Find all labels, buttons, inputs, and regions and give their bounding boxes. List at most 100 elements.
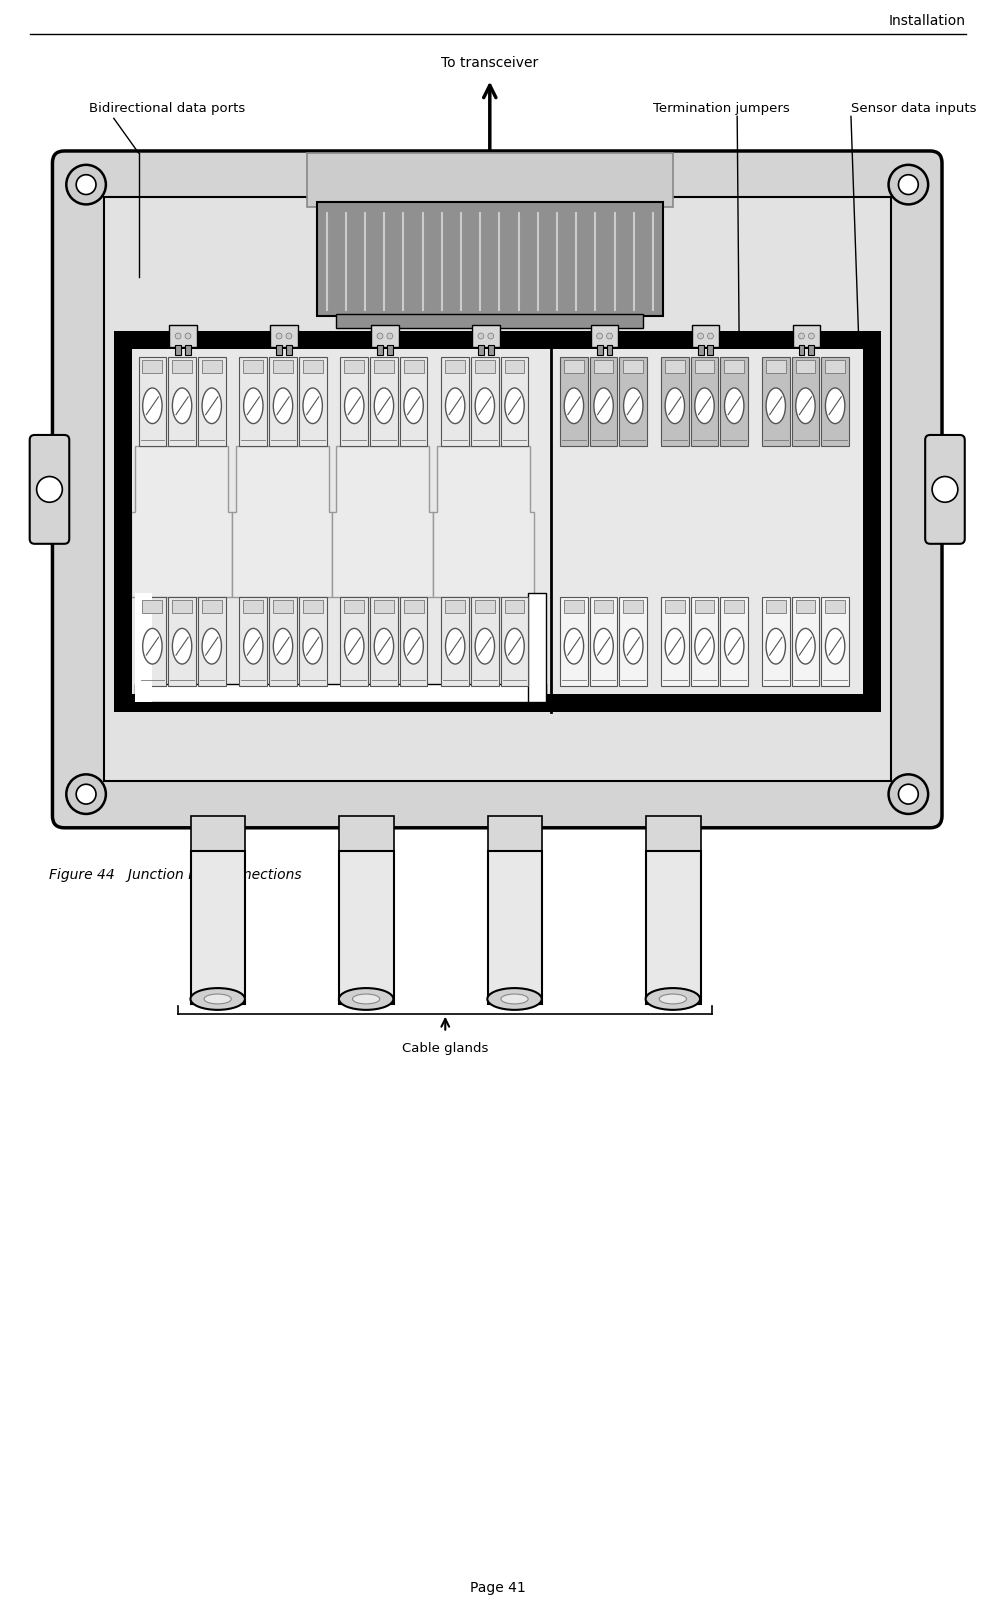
Circle shape [809,333,814,339]
Bar [624,600,643,612]
Text: GND: GND [665,690,684,698]
Bar [694,600,714,612]
Polygon shape [131,446,231,598]
Text: PILOT_IN: PILOT_IN [263,461,304,470]
FancyBboxPatch shape [30,435,69,545]
Ellipse shape [695,388,714,423]
Ellipse shape [446,629,465,664]
Ellipse shape [190,987,244,1010]
Text: COM: COM [825,690,845,698]
Ellipse shape [303,629,322,664]
Ellipse shape [475,388,495,423]
Circle shape [607,333,613,339]
Bar [172,600,192,612]
Circle shape [185,333,191,339]
Text: A: A [773,449,779,459]
Text: GND: GND [624,449,643,459]
Bar [762,598,790,687]
Bar [560,357,588,446]
Text: B: B [482,690,488,698]
Text: EXT_DISP_OUT: EXT_DISP_OUT [148,701,216,711]
Bar [646,816,700,850]
Circle shape [76,175,96,194]
Text: B: B [803,449,809,459]
Bar [135,593,152,701]
Text: NC: NC [598,690,610,698]
Ellipse shape [826,388,845,423]
Bar [472,325,500,347]
Text: A: A [250,449,257,459]
Text: BS: BS [800,690,811,698]
Bar [374,600,393,612]
Circle shape [66,774,106,814]
Bar [336,314,643,328]
Ellipse shape [404,629,424,664]
FancyBboxPatch shape [926,435,965,545]
Bar [270,598,297,687]
Text: DGPS_OUT: DGPS_OUT [359,701,408,711]
Bar [143,600,162,612]
Bar [724,600,744,612]
Ellipse shape [143,629,162,664]
Ellipse shape [202,629,221,664]
Bar [661,598,689,687]
Text: COM: COM [564,690,583,698]
Ellipse shape [796,388,815,423]
Bar [168,598,196,687]
Bar [665,360,685,373]
Bar [691,598,718,687]
Bar [564,600,583,612]
Circle shape [933,477,958,503]
Text: B: B [179,449,185,459]
Text: B: B [381,449,386,459]
Bar [796,600,815,612]
Bar [691,357,718,446]
FancyBboxPatch shape [52,150,942,827]
Text: A: A [150,690,155,698]
Bar [720,598,748,687]
Ellipse shape [564,388,583,423]
Text: Figure 44   Junction box connections: Figure 44 Junction box connections [49,868,302,882]
Bar [793,325,820,347]
Bar [198,357,225,446]
Text: GND: GND [303,449,322,459]
Bar [191,816,245,850]
Bar [104,197,890,781]
Ellipse shape [243,629,263,664]
Bar [560,598,588,687]
Bar [624,360,643,373]
Bar [135,684,546,701]
Circle shape [286,333,292,339]
Text: SM: SM [770,690,783,698]
Text: GND: GND [303,690,322,698]
Bar [720,357,748,446]
Bar [488,816,542,850]
Bar [821,357,849,446]
Text: GND: GND [404,449,424,459]
Bar [825,600,845,612]
Polygon shape [434,446,534,598]
Bar [132,331,863,695]
Ellipse shape [505,629,524,664]
Text: A: A [150,449,155,459]
Bar [307,154,673,207]
Bar [471,357,499,446]
Bar [590,598,618,687]
Bar [271,325,298,347]
Bar [175,344,181,356]
Ellipse shape [724,629,743,664]
Ellipse shape [374,388,393,423]
Bar [243,360,264,373]
Bar [139,357,166,446]
Text: GND: GND [202,449,221,459]
Text: LR_IN: LR_IN [472,461,498,470]
Text: GND: GND [724,690,743,698]
Bar [339,850,393,1004]
Ellipse shape [243,388,263,423]
Bar [505,600,524,612]
Bar [387,344,392,356]
Bar [528,593,546,701]
Ellipse shape [594,629,614,664]
Bar [766,600,786,612]
Text: GND: GND [505,449,524,459]
